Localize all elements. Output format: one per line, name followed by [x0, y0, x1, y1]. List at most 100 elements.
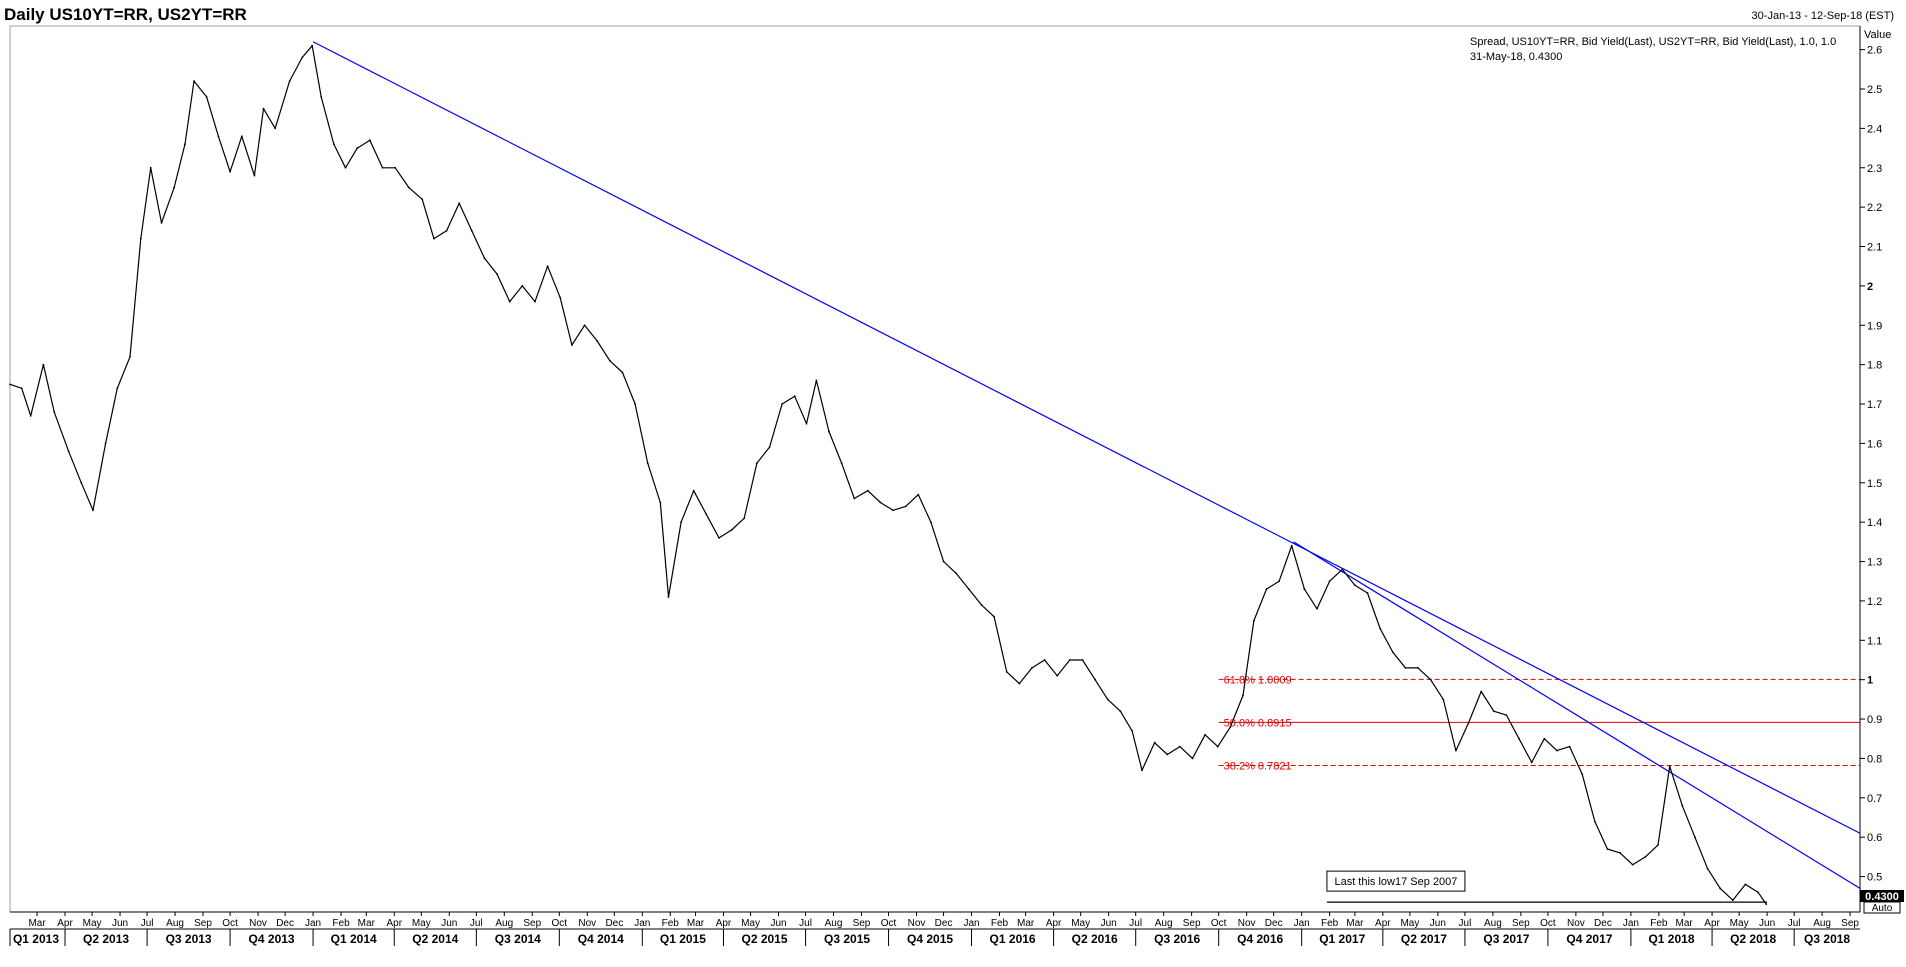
trendline: [1293, 541, 1861, 889]
data-point: [1068, 659, 1071, 661]
data-point: [9, 383, 11, 386]
data-point: [1031, 666, 1033, 669]
month-label: Dec: [1265, 918, 1283, 929]
data-point: [1719, 887, 1722, 890]
quarter-label: Q3 2014: [495, 932, 541, 946]
data-point: [1581, 773, 1584, 776]
data-point: [993, 615, 995, 618]
month-label: Feb: [1650, 918, 1668, 929]
data-point: [1568, 745, 1571, 748]
month-label: Oct: [222, 918, 238, 929]
data-point: [1119, 710, 1122, 713]
y-tick-label: 1.5: [1867, 478, 1882, 490]
data-point: [1391, 651, 1394, 654]
month-label: Nov: [1238, 918, 1256, 929]
data-point: [356, 147, 359, 149]
month-label: Mar: [687, 918, 705, 929]
data-point: [755, 462, 758, 464]
data-point: [967, 588, 970, 591]
data-point: [559, 296, 562, 299]
y-tick-label: 1.9: [1867, 320, 1882, 332]
data-point: [116, 387, 119, 390]
data-point: [240, 135, 243, 138]
data-point: [621, 371, 624, 374]
x-axis: Mar Apr May Jun Jul Aug Sep Oct Nov Dec Jan Feb Mar A…: [9, 911, 1860, 946]
y-tick-label: 2: [1867, 281, 1873, 293]
month-label: Jan: [963, 918, 979, 929]
data-point: [381, 166, 384, 169]
data-point: [1765, 903, 1768, 906]
month-label: Apr: [1704, 918, 1720, 929]
data-point: [546, 265, 549, 268]
y-tick-label: 1.6: [1867, 438, 1882, 450]
month-label: Jul: [1129, 918, 1142, 929]
quarter-label: Q2 2016: [1072, 932, 1118, 946]
data-point: [692, 489, 695, 492]
data-point: [1379, 627, 1382, 630]
month-label: Aug: [495, 918, 513, 929]
data-point: [1204, 733, 1207, 736]
data-point: [1229, 726, 1232, 728]
data-point: [20, 387, 23, 390]
data-point: [1353, 584, 1356, 587]
data-point: [1094, 678, 1097, 681]
data-point: [104, 442, 107, 445]
month-label: Apr: [57, 918, 73, 929]
data-point: [1278, 580, 1281, 583]
y-tick-label: 2.5: [1867, 84, 1882, 96]
month-label: Jun: [441, 918, 457, 929]
data-point: [470, 229, 473, 232]
month-label: Jan: [1623, 918, 1639, 929]
data-point: [1081, 659, 1084, 661]
quarter-label: Q1 2014: [331, 932, 377, 946]
data-point: [1744, 883, 1747, 886]
y-axis-title: Value: [1864, 29, 1891, 41]
data-point: [483, 257, 486, 260]
trendline: [312, 41, 1861, 834]
data-point: [521, 284, 524, 287]
data-point: [1316, 607, 1318, 610]
y-tick-label: 2.3: [1867, 163, 1882, 175]
month-label: Feb: [1321, 918, 1339, 929]
month-label: Sep: [194, 918, 212, 929]
data-point: [608, 359, 611, 362]
data-point: [129, 355, 131, 358]
data-point: [1404, 666, 1407, 669]
data-point: [301, 56, 304, 59]
fibonacci-levels: 61.8% 1.0009 50.0% 0.8915 38.2% 0.7821: [1218, 674, 1860, 772]
quarter-label: Q2 2015: [741, 932, 787, 946]
month-label: Sep: [1841, 918, 1859, 929]
data-point: [42, 363, 45, 366]
month-label: Jun: [1430, 918, 1446, 929]
data-point: [1043, 659, 1046, 661]
fib-level-label: 50.0% 0.8915: [1224, 717, 1292, 729]
data-point: [288, 80, 291, 83]
data-point: [332, 143, 335, 146]
data-point: [879, 501, 882, 504]
data-point: [1757, 891, 1759, 894]
month-label: Aug: [825, 918, 843, 929]
month-label: Feb: [662, 918, 680, 929]
data-point: [1593, 820, 1596, 823]
data-point: [781, 403, 784, 405]
month-label: Jun: [1101, 918, 1117, 929]
last-value-label: 0.4300: [1865, 891, 1899, 903]
month-label: Dec: [935, 918, 953, 929]
data-point: [139, 237, 142, 240]
data-point: [1644, 855, 1647, 858]
data-point: [930, 521, 932, 524]
chart-title: Daily US10YT=RR, US2YT=RR: [4, 5, 247, 24]
data-point: [1005, 670, 1008, 673]
data-point: [1505, 714, 1508, 717]
annotation-text: Last this low17 Sep 2007: [1334, 876, 1457, 888]
series-layer: [9, 44, 1768, 906]
annotation-layer: Last this low17 Sep 2007: [1326, 870, 1768, 903]
month-label: Sep: [1183, 918, 1201, 929]
data-point: [1056, 674, 1059, 677]
month-label: Nov: [908, 918, 926, 929]
month-label: Oct: [1211, 918, 1227, 929]
data-point: [80, 481, 83, 484]
month-label: Mar: [1675, 918, 1693, 929]
data-point: [815, 379, 818, 382]
last-value-box: [1860, 890, 1904, 902]
